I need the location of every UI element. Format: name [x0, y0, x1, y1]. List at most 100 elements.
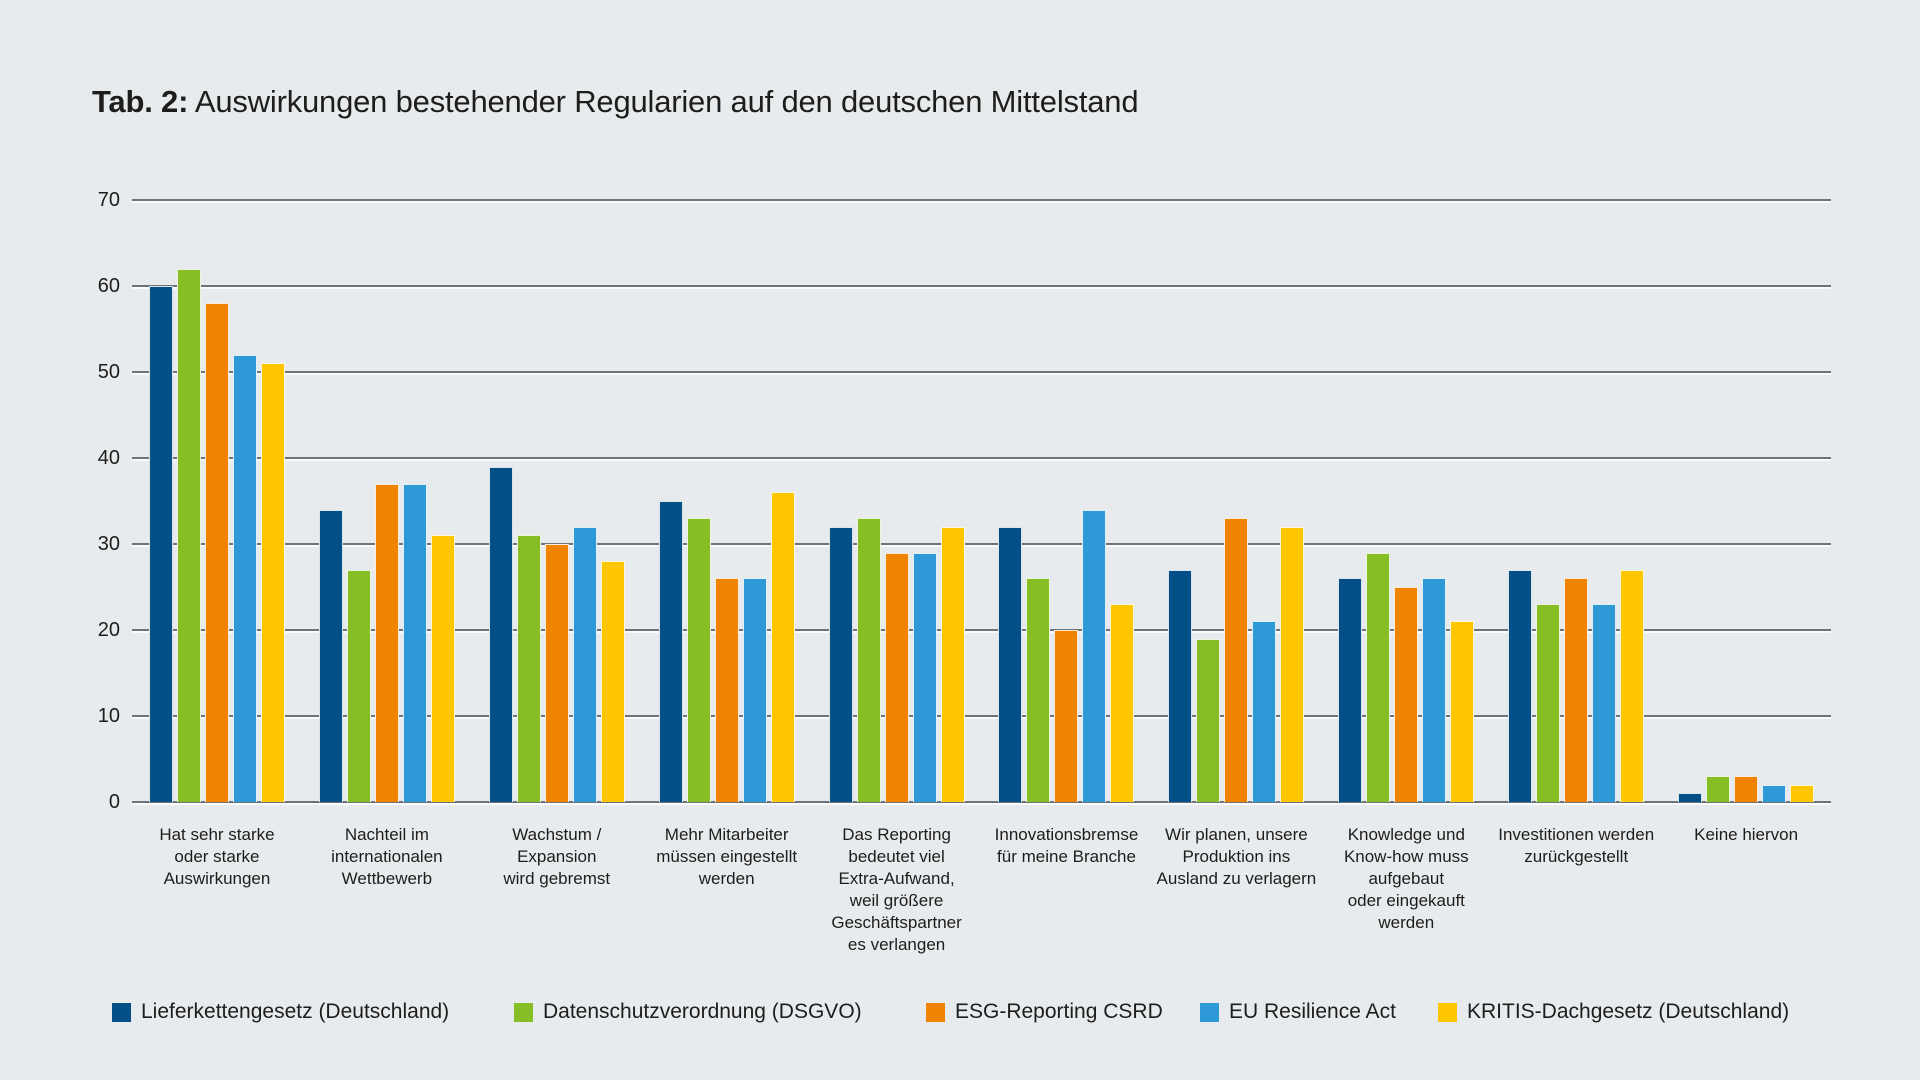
legend-label: KRITIS-Dachgesetz (Deutschland): [1467, 1000, 1790, 1023]
category-label-line: Geschäftspartner: [831, 913, 962, 932]
category-label-line: Auswirkungen: [163, 869, 271, 888]
legend-swatch-icon: [926, 1002, 945, 1022]
category-label-5: Das Reporting bedeutet viel Extra-Aufwand,…: [812, 824, 982, 956]
category-label-4: Mehr Mitarbeiter müssen eingestellt werden: [642, 824, 812, 956]
category-label-line: werden: [698, 869, 755, 888]
bar: [998, 527, 1023, 802]
category-label-8: Knowledge und Know-how muss aufgebaut oder …: [1321, 824, 1491, 956]
bar: [544, 544, 569, 802]
legend-label: ESG-Reporting CSRD: [955, 1000, 1163, 1023]
category-label-line: Wettbewerb: [341, 869, 433, 888]
legend-label: Lieferkettengesetz (Deutschland): [141, 1000, 450, 1023]
category-label-line: Das Reporting: [842, 825, 951, 844]
legend-item-1: Lieferkettengesetz (Deutschland): [112, 998, 449, 1026]
bar: [1026, 578, 1051, 802]
bar-group-2: [302, 200, 472, 802]
category-label-line: oder eingekauft: [1347, 891, 1465, 910]
y-tick-label-20: 20: [97, 619, 120, 641]
category-label-line: Investitionen werden: [1498, 825, 1655, 844]
bar-group-6: [982, 200, 1152, 802]
bar-chart-plot-area: 0 10 20 30 40 50 60 70: [98, 190, 1831, 812]
bar: [176, 269, 201, 802]
legend-item-5: KRITIS-Dachgesetz (Deutschland): [1438, 998, 1789, 1026]
chart-title-prefix: Tab. 2:: [92, 84, 189, 119]
gridline-y-50: [132, 371, 1831, 373]
category-label-line: müssen eingestellt: [656, 847, 798, 866]
bar-group-7: [1151, 200, 1321, 802]
legend-swatch-icon: [514, 1002, 533, 1022]
gridline-y-20: [132, 629, 1831, 631]
bar: [770, 492, 795, 802]
category-label-line: Innovationsbremse: [994, 825, 1139, 844]
bar: [1450, 621, 1475, 802]
legend-item-4: EU Resilience Act: [1200, 998, 1396, 1026]
bar: [488, 467, 513, 802]
category-label-10: Keine hiervon: [1661, 824, 1831, 956]
category-label-line: Know-how muss: [1343, 847, 1469, 866]
y-tick-label-60: 60: [97, 275, 120, 297]
bar: [1422, 578, 1447, 802]
y-tick-label-70: 70: [97, 189, 120, 211]
bar: [430, 535, 455, 802]
bar: [1394, 587, 1419, 802]
bar: [1280, 527, 1305, 802]
category-label-line: werden: [1378, 913, 1435, 932]
bar-groups: [132, 200, 1831, 802]
bar: [1224, 518, 1249, 802]
category-label-line: es verlangen: [847, 935, 946, 954]
bar-group-4: [642, 200, 812, 802]
legend-swatch-icon: [1438, 1002, 1457, 1022]
bar-group-5: [812, 200, 982, 802]
bar: [912, 553, 937, 802]
gridline-y-0: [132, 801, 1831, 803]
legend-item-3: ESG-Reporting CSRD: [926, 998, 1163, 1026]
bar-group-1: [132, 200, 302, 802]
category-label-1: Hat sehr starke oder starke Auswirkungen: [132, 824, 302, 956]
x-axis-category-labels: Hat sehr starke oder starke Auswirkungen Na…: [132, 824, 1831, 956]
bar: [402, 484, 427, 802]
category-label-3: Wachstum / Expansion wird gebremst: [472, 824, 642, 956]
bar: [516, 535, 541, 802]
bar: [1508, 570, 1533, 802]
bar: [1366, 553, 1391, 802]
category-label-6: Innovationsbremse für meine Branche: [982, 824, 1152, 956]
category-label-line: Nachteil im: [344, 825, 429, 844]
bar: [856, 518, 881, 802]
category-label-line: Knowledge und: [1347, 825, 1465, 844]
category-label-9: Investitionen werden zurückgestellt: [1491, 824, 1661, 956]
gridline-y-40: [132, 457, 1831, 459]
bar: [148, 286, 173, 802]
bar: [572, 527, 597, 802]
bar: [1762, 785, 1787, 802]
bar: [658, 501, 683, 802]
bar: [204, 303, 229, 802]
category-label-line: Hat sehr starke: [159, 825, 275, 844]
bar: [1252, 621, 1277, 802]
category-label-line: oder starke: [174, 847, 260, 866]
bar: [940, 527, 965, 802]
bar: [1338, 578, 1363, 802]
bar: [828, 527, 853, 802]
category-label-line: für meine Branche: [997, 847, 1136, 866]
bar: [686, 518, 711, 802]
bar: [714, 578, 739, 802]
category-label-line: Ausland zu verlagern: [1156, 869, 1317, 888]
category-label-line: Keine hiervon: [1694, 825, 1799, 844]
category-label-line: Extra-Aufwand,: [838, 869, 955, 888]
bar: [1678, 793, 1703, 802]
gridline-y-70: [132, 199, 1831, 201]
bar: [884, 553, 909, 802]
y-tick-label-10: 10: [97, 705, 120, 727]
bar-group-10: [1661, 200, 1831, 802]
bar: [1196, 639, 1221, 802]
y-tick-label-50: 50: [97, 361, 120, 383]
bar: [1706, 776, 1731, 802]
chart-title-text: Auswirkungen bestehender Regularien auf …: [194, 84, 1139, 119]
legend-item-2: Datenschutzverordnung (DSGVO): [514, 998, 862, 1026]
category-label-line: zurückgestellt: [1524, 847, 1629, 866]
category-label-2: Nachteil im internationalen Wettbewerb: [302, 824, 472, 956]
legend-swatch-icon: [1200, 1002, 1219, 1022]
chart-title: Tab. 2: Auswirkungen bestehender Regular…: [92, 84, 1139, 120]
bar: [346, 570, 371, 802]
gridline-y-30: [132, 543, 1831, 545]
